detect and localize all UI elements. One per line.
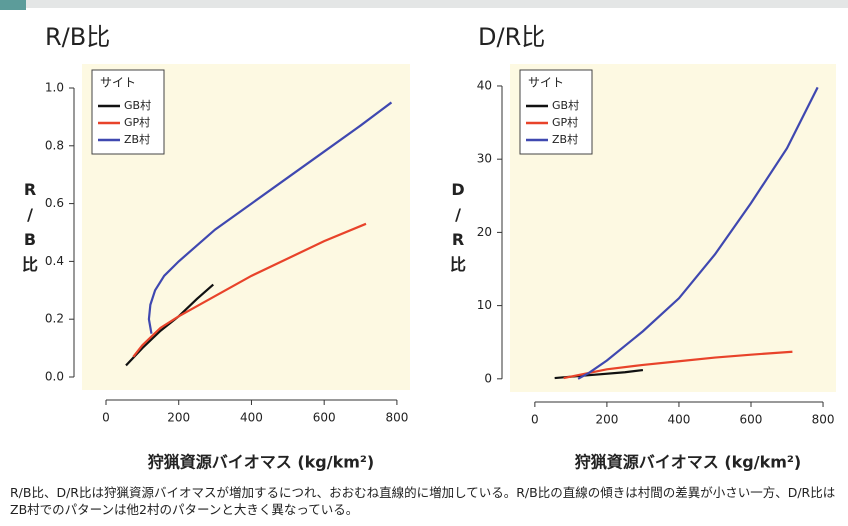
y-tick-label: 0 xyxy=(484,371,492,385)
legend-label: GB村 xyxy=(124,98,151,112)
y-tick-label: 40 xyxy=(477,78,492,92)
y-tick-label: 0.6 xyxy=(45,196,64,210)
legend-label: ZB村 xyxy=(124,132,150,146)
x-tick-label: 400 xyxy=(667,413,690,427)
x-tick-label: 600 xyxy=(740,413,763,427)
x-axis-label: 狩猟資源バイオマス (kg/km²) xyxy=(575,453,801,472)
y-tick-label: 0.2 xyxy=(45,312,64,326)
y-tick-label: 0.8 xyxy=(45,138,64,152)
legend-label: ZB村 xyxy=(552,132,578,146)
x-tick-label: 800 xyxy=(812,413,835,427)
legend-title: サイト xyxy=(528,76,564,90)
legend-title: サイト xyxy=(100,76,136,90)
x-tick-label: 200 xyxy=(595,413,618,427)
y-tick-label: 30 xyxy=(477,152,492,166)
y-tick-label: 0.4 xyxy=(45,254,64,268)
legend-label: GP村 xyxy=(124,115,150,129)
header-tab xyxy=(0,0,26,10)
x-tick-label: 800 xyxy=(385,411,408,425)
x-tick-label: 0 xyxy=(531,413,539,427)
x-tick-label: 200 xyxy=(167,411,190,425)
legend-label: GP村 xyxy=(552,115,578,129)
x-tick-label: 0 xyxy=(102,411,110,425)
y-tick-label: 1.0 xyxy=(45,80,64,94)
x-axis-label: 狩猟資源バイオマス (kg/km²) xyxy=(148,453,374,472)
legend-label: GB村 xyxy=(552,98,579,112)
chart-title: R/B比 xyxy=(45,23,110,51)
chart-title: D/R比 xyxy=(478,23,545,51)
caption: R/B比、D/R比は狩猟資源バイオマスが増加するにつれ、おおむね直線的に増加して… xyxy=(10,484,840,518)
header-strip xyxy=(0,0,848,8)
y-tick-label: 20 xyxy=(477,225,492,239)
x-tick-label: 400 xyxy=(240,411,263,425)
y-tick-label: 10 xyxy=(477,298,492,312)
x-tick-label: 600 xyxy=(313,411,336,425)
page: R/B比 R/B比狩猟資源バイオマス (kg/km²) 0.0 0.2 0.4 0.6 0.… xyxy=(0,0,848,526)
y-tick-label: 0.0 xyxy=(45,369,64,383)
